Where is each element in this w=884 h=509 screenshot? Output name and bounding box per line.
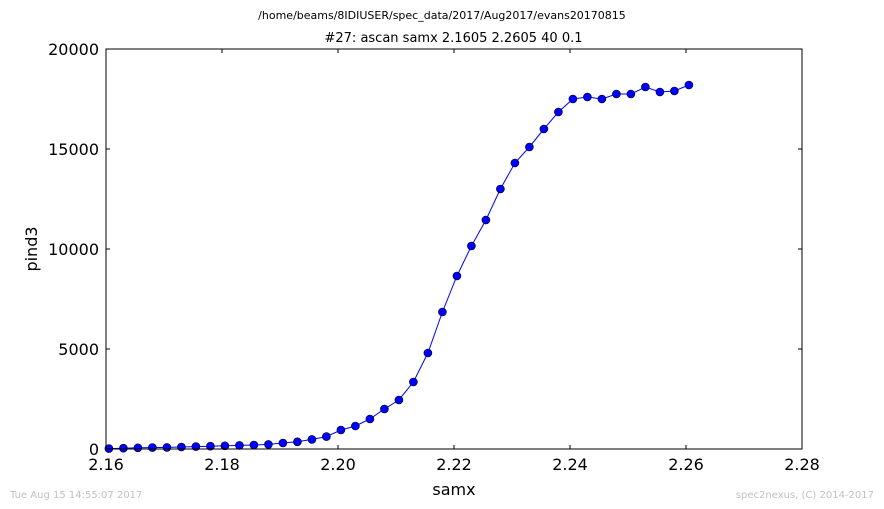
y-tick-label: 15000: [48, 140, 99, 159]
figure-suptitle: /home/beams/8IDIUSER/spec_data/2017/Aug2…: [258, 9, 626, 22]
data-point: [452, 271, 462, 281]
data-point: [278, 438, 288, 448]
y-tick-label: 5000: [58, 340, 99, 359]
data-point: [626, 89, 636, 99]
data-point: [684, 80, 694, 90]
footer-credit: spec2nexus, (C) 2014-2017: [736, 490, 874, 501]
data-point: [539, 124, 549, 134]
data-point: [177, 442, 186, 452]
chart-title: #27: ascan samx 2.1605 2.2605 40 0.1: [325, 31, 583, 46]
footer-timestamp: Tue Aug 15 14:55:07 2017: [9, 490, 142, 501]
x-tick-label: 2.28: [784, 455, 820, 474]
data-point: [148, 443, 157, 452]
data-point: [481, 215, 491, 225]
data-point: [162, 443, 172, 452]
data-point: [351, 421, 360, 431]
x-tick-label: 2.22: [436, 455, 472, 474]
data-point: [438, 307, 447, 317]
data-point: [597, 94, 607, 104]
data-point: [119, 443, 128, 453]
data-point: [510, 158, 520, 168]
plot-frame: [105, 48, 803, 450]
data-point: [612, 89, 621, 99]
data-point: [423, 348, 433, 358]
x-tick-label: 2.24: [552, 455, 588, 474]
y-tick-label: 20000: [48, 40, 99, 59]
y-tick-label: 10000: [48, 240, 99, 259]
series-line: [108, 84, 690, 450]
data-point: [655, 87, 665, 97]
ticks-layer: 2.16 2.18 2.20 2.22 2.24 2.26 2.28 0 5000 10000 15…: [48, 40, 820, 474]
data-point: [235, 441, 244, 450]
data-point: [206, 441, 215, 451]
data-point: [249, 440, 259, 450]
data-point: [583, 92, 592, 102]
data-point: [641, 82, 650, 92]
data-point: [670, 86, 679, 96]
x-tick-label: 2.16: [88, 455, 124, 474]
y-axis-label: pind3: [22, 226, 41, 271]
x-axis-label: samx: [432, 480, 475, 499]
y-tick-label: 0: [89, 440, 99, 459]
data-point: [380, 404, 389, 414]
x-tick-label: 2.26: [668, 455, 704, 474]
data-point: [220, 441, 230, 451]
data-point: [496, 184, 505, 194]
data-point: [336, 425, 346, 435]
data-point: [293, 437, 302, 447]
data-layer: [104, 80, 694, 453]
data-point: [525, 142, 534, 152]
data-point: [554, 107, 563, 117]
data-point: [365, 414, 375, 424]
data-point: [264, 440, 273, 449]
data-point: [409, 377, 418, 387]
data-point: [568, 94, 578, 104]
data-point: [133, 443, 143, 453]
x-tick-label: 2.20: [320, 455, 356, 474]
x-tick-label: 2.18: [204, 455, 240, 474]
data-point: [322, 432, 331, 441]
data-point: [307, 435, 317, 444]
data-point: [467, 241, 476, 251]
data-point: [394, 395, 404, 405]
